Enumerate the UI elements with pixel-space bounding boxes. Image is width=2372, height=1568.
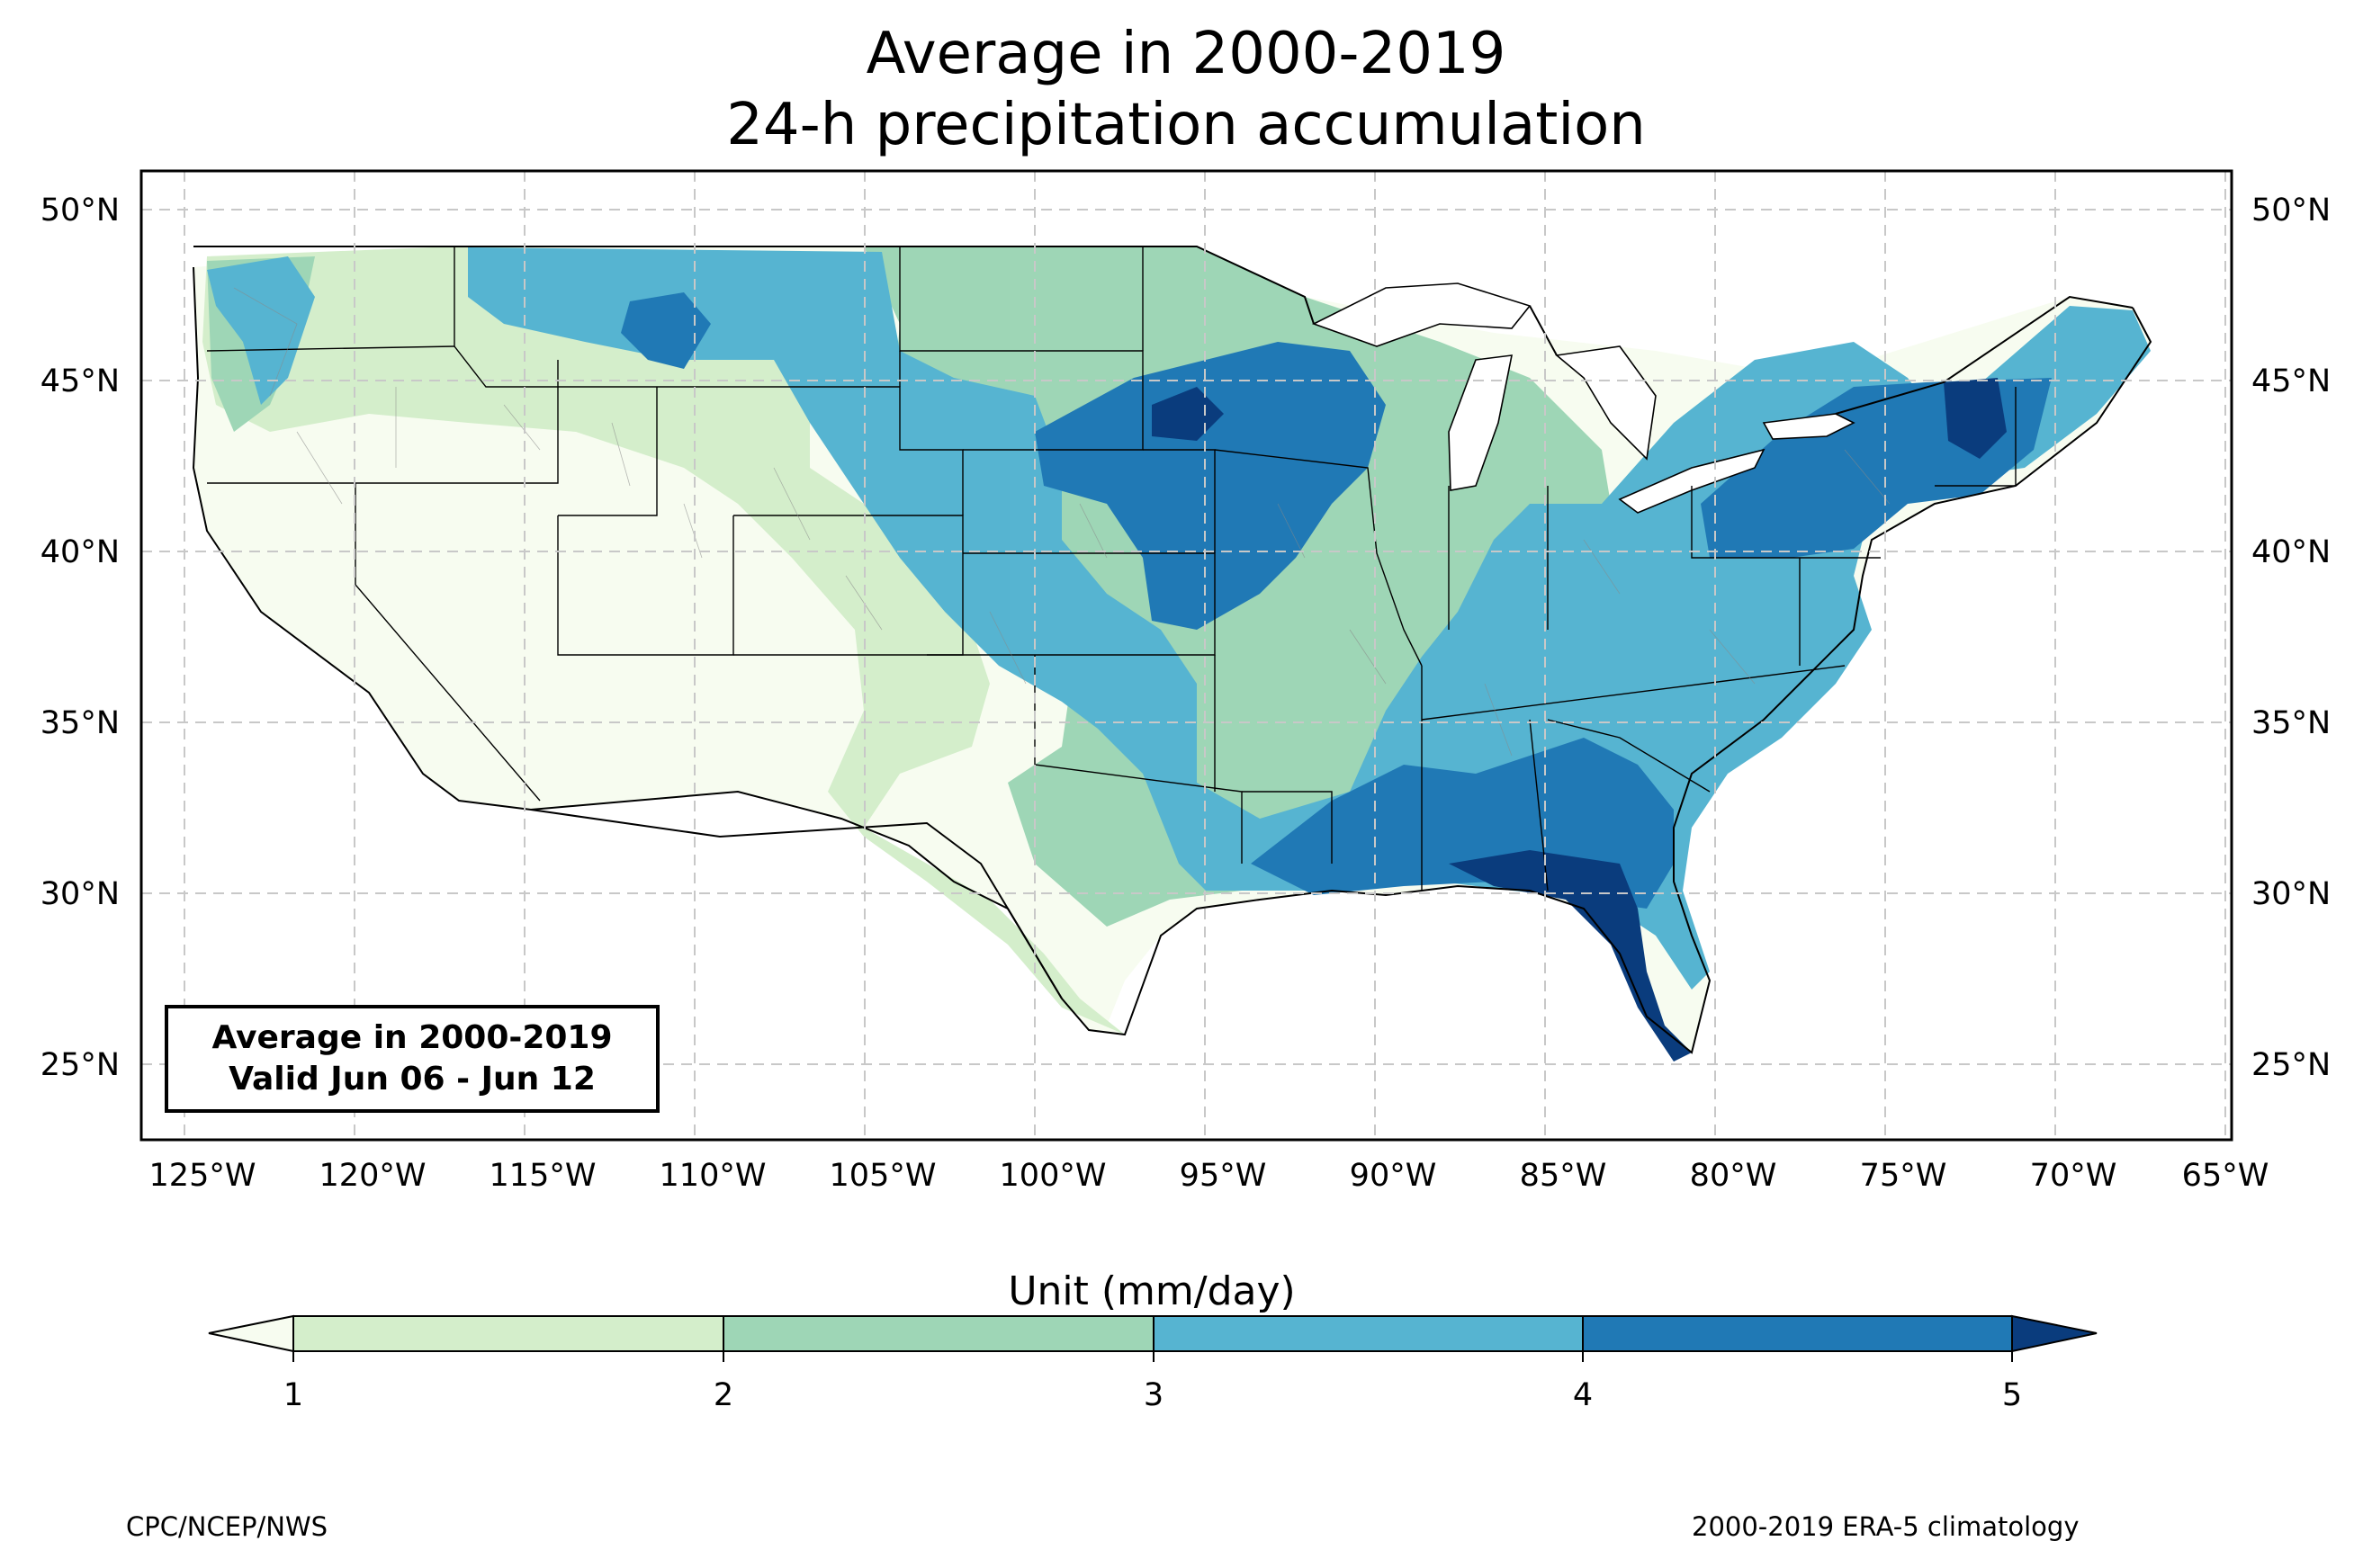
lon-label: 120°W [319,1158,427,1194]
lake-erie [1618,448,1766,514]
lon-label: 90°W [1350,1158,1437,1194]
lon-label: 70°W [2030,1158,2117,1194]
lake-superior [1311,282,1532,347]
lat-label: 40°N [2251,534,2331,570]
lat-label: 30°N [2251,876,2331,912]
latitude-labels-right: 50°N 45°N 40°N 35°N 30°N 25°N [2251,193,2331,1083]
colorbar-extend-low [208,1314,294,1353]
colorbar-segment [292,1315,724,1352]
colorbar-tick-label: 3 [1144,1377,1164,1413]
colorbar-tick-label: 5 [2002,1377,2022,1413]
colorbar-tick-label: 4 [1573,1377,1593,1413]
lat-label: 45°N [40,363,120,399]
lon-label: 95°W [1180,1158,1267,1194]
lon-label: 85°W [1520,1158,1607,1194]
lat-label: 35°N [2251,705,2331,741]
latitude-labels-left: 50°N 45°N 40°N 35°N 30°N 25°N [40,193,120,1083]
lake-ontario [1762,413,1855,440]
map-title-line1: Average in 2000-2019 [866,21,1506,87]
info-box-line2: Valid Jun 06 - Jun 12 [229,1061,596,1098]
lake-huron [1555,345,1657,461]
colorbar-segment [723,1315,1155,1352]
lat-label: 25°N [2251,1047,2331,1083]
colorbar-segment [1582,1315,2013,1352]
map-title-line2: 24-h precipitation accumulation [726,92,1646,158]
colorbar-tick-label: 1 [283,1377,303,1413]
precip-band-4-5-midwest [1035,342,1386,630]
lon-label: 75°W [1860,1158,1947,1194]
colorbar [208,1314,2098,1353]
colorbar-title: Unit (mm/day) [1008,1268,1295,1314]
border-mexico [530,809,1063,999]
lat-label: 50°N [40,193,120,228]
colorbar-extend-high [2011,1314,2098,1353]
colorbar-segment [1153,1315,1584,1352]
info-box-line1: Average in 2000-2019 [211,1019,613,1056]
lat-label: 25°N [40,1047,120,1083]
map-plot-area [192,246,2152,1062]
validity-info-box: Average in 2000-2019 Valid Jun 06 - Jun … [165,1005,660,1113]
longitude-labels: 125°W 120°W 115°W 110°W 105°W 100°W 95°W… [149,1158,2269,1194]
lon-label: 80°W [1690,1158,1777,1194]
precip-band-3-4-pnw [207,256,315,405]
lon-label: 115°W [490,1158,597,1194]
lat-label: 40°N [40,534,120,570]
lake-michigan [1448,354,1514,491]
map-frame [139,169,2233,1142]
lat-label: 45°N [2251,363,2331,399]
lon-label: 105°W [830,1158,937,1194]
footer-source: CPC/NCEP/NWS [126,1511,328,1542]
lat-label: 50°N [2251,193,2331,228]
lon-label: 100°W [1000,1158,1107,1194]
precip-band-above-5-nh [1944,378,2007,459]
lon-label: 110°W [660,1158,767,1194]
precip-band-above-5-gulf [1449,850,1692,1062]
lat-label: 35°N [40,705,120,741]
lat-label: 30°N [40,876,120,912]
colorbar-tick-label: 2 [714,1377,733,1413]
colorbar-tick-labels: 1 2 3 4 5 [283,1377,2022,1413]
lon-label: 125°W [149,1158,256,1194]
precip-band-4-5-montana [621,292,711,369]
coastline [192,266,2152,1054]
lon-label: 65°W [2182,1158,2269,1194]
footer-climatology: 2000-2019 ERA-5 climatology [1692,1511,2080,1542]
colorbar-ticks [292,1351,2013,1362]
